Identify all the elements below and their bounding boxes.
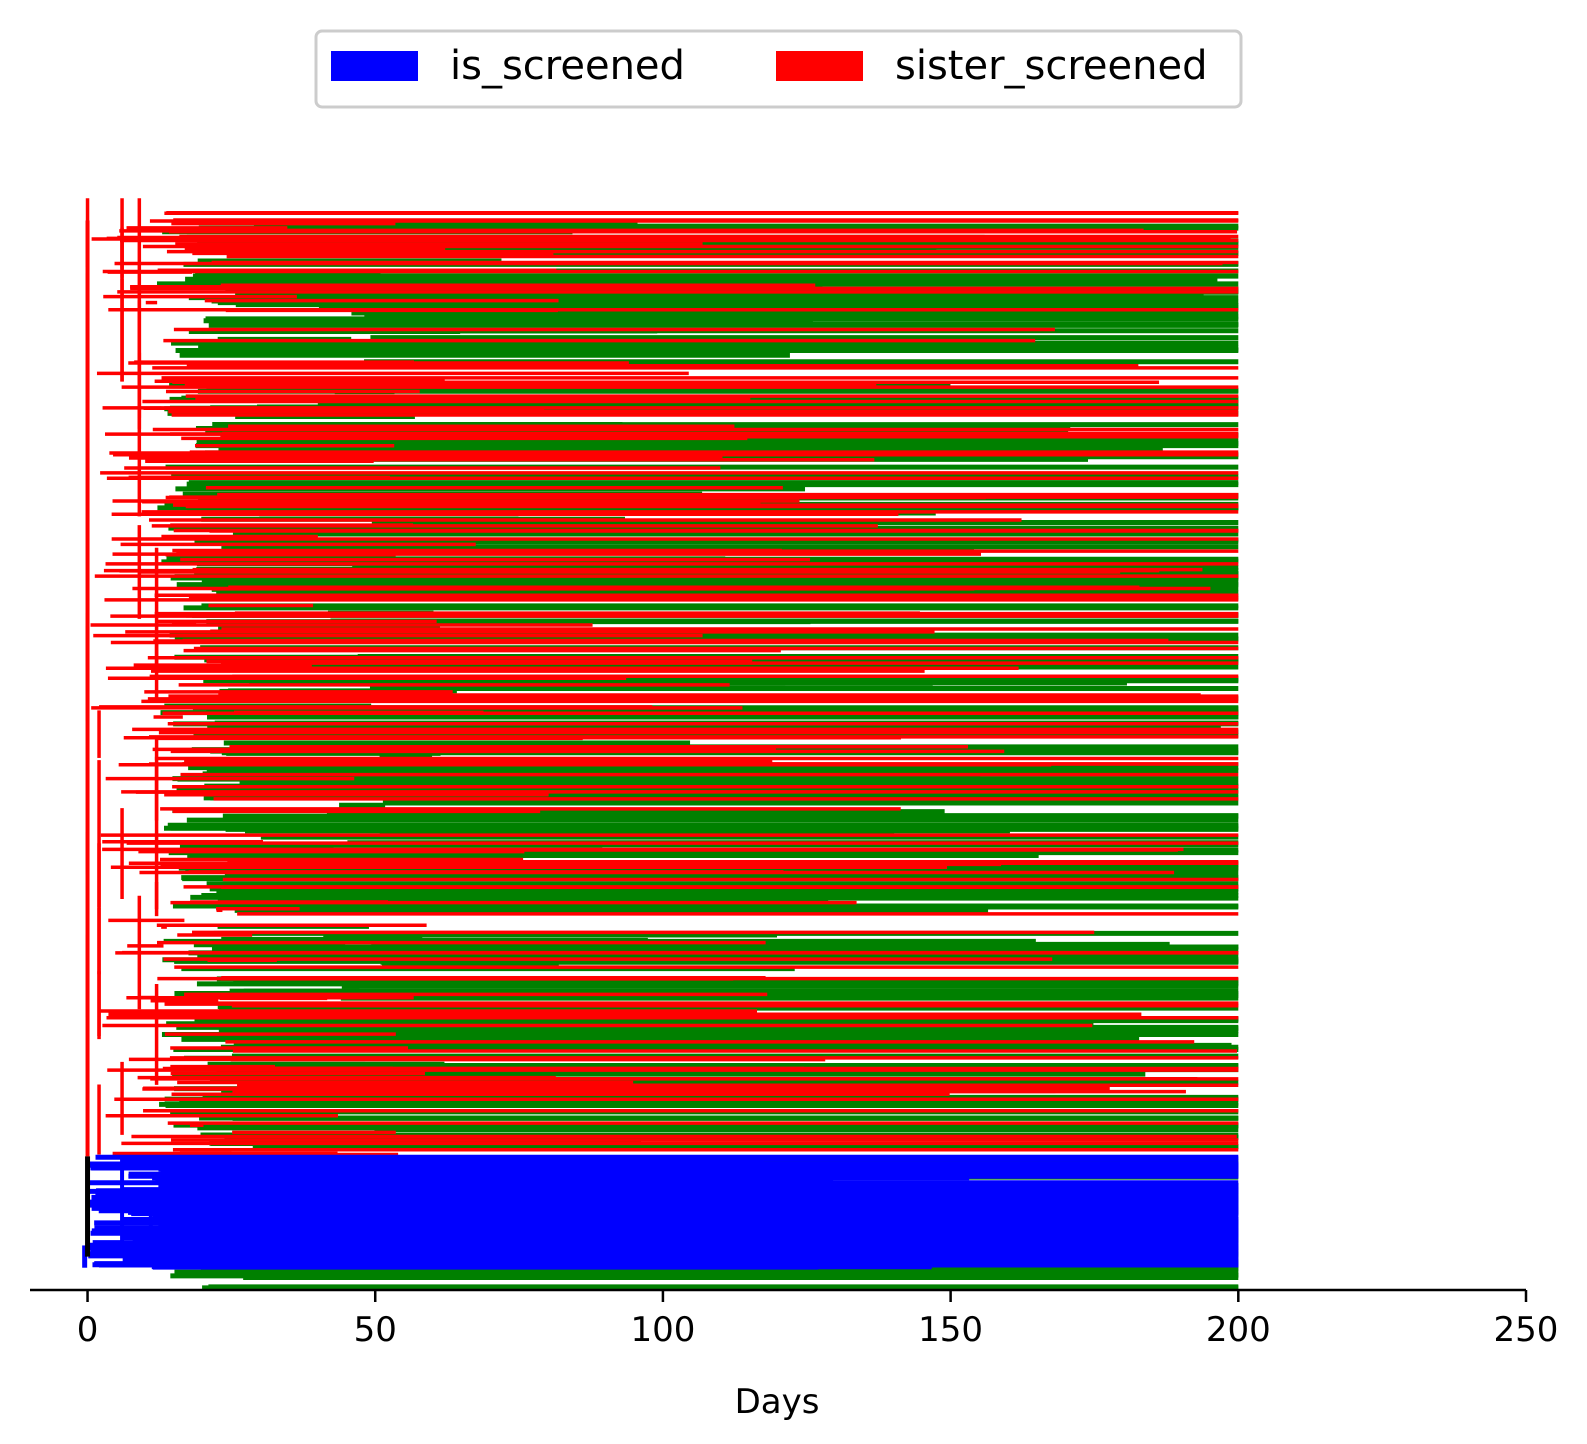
x-tick-label: 50: [354, 1310, 397, 1350]
x-tick-label: 0: [77, 1310, 99, 1350]
x-tick-label: 250: [1494, 1310, 1559, 1350]
x-tick-label: 200: [1206, 1310, 1271, 1350]
legend-label-sister-screened: sister_screened: [895, 43, 1208, 89]
x-axis-title: Days: [735, 1382, 820, 1422]
x-tick-label: 150: [918, 1310, 983, 1350]
legend-swatch-sister-screened: [776, 51, 863, 81]
legend: is_screened sister_screened: [314, 29, 1243, 109]
x-ticks: 0 50 100 150 200 250: [77, 1290, 1559, 1350]
x-axis: 0 50 100 150 200 250 Days: [30, 1288, 1559, 1422]
legend-swatch-is-screened: [331, 51, 418, 81]
plot-area: [82, 198, 1239, 1291]
x-tick-label: 100: [630, 1310, 695, 1350]
legend-label-is-screened: is_screened: [450, 43, 685, 89]
